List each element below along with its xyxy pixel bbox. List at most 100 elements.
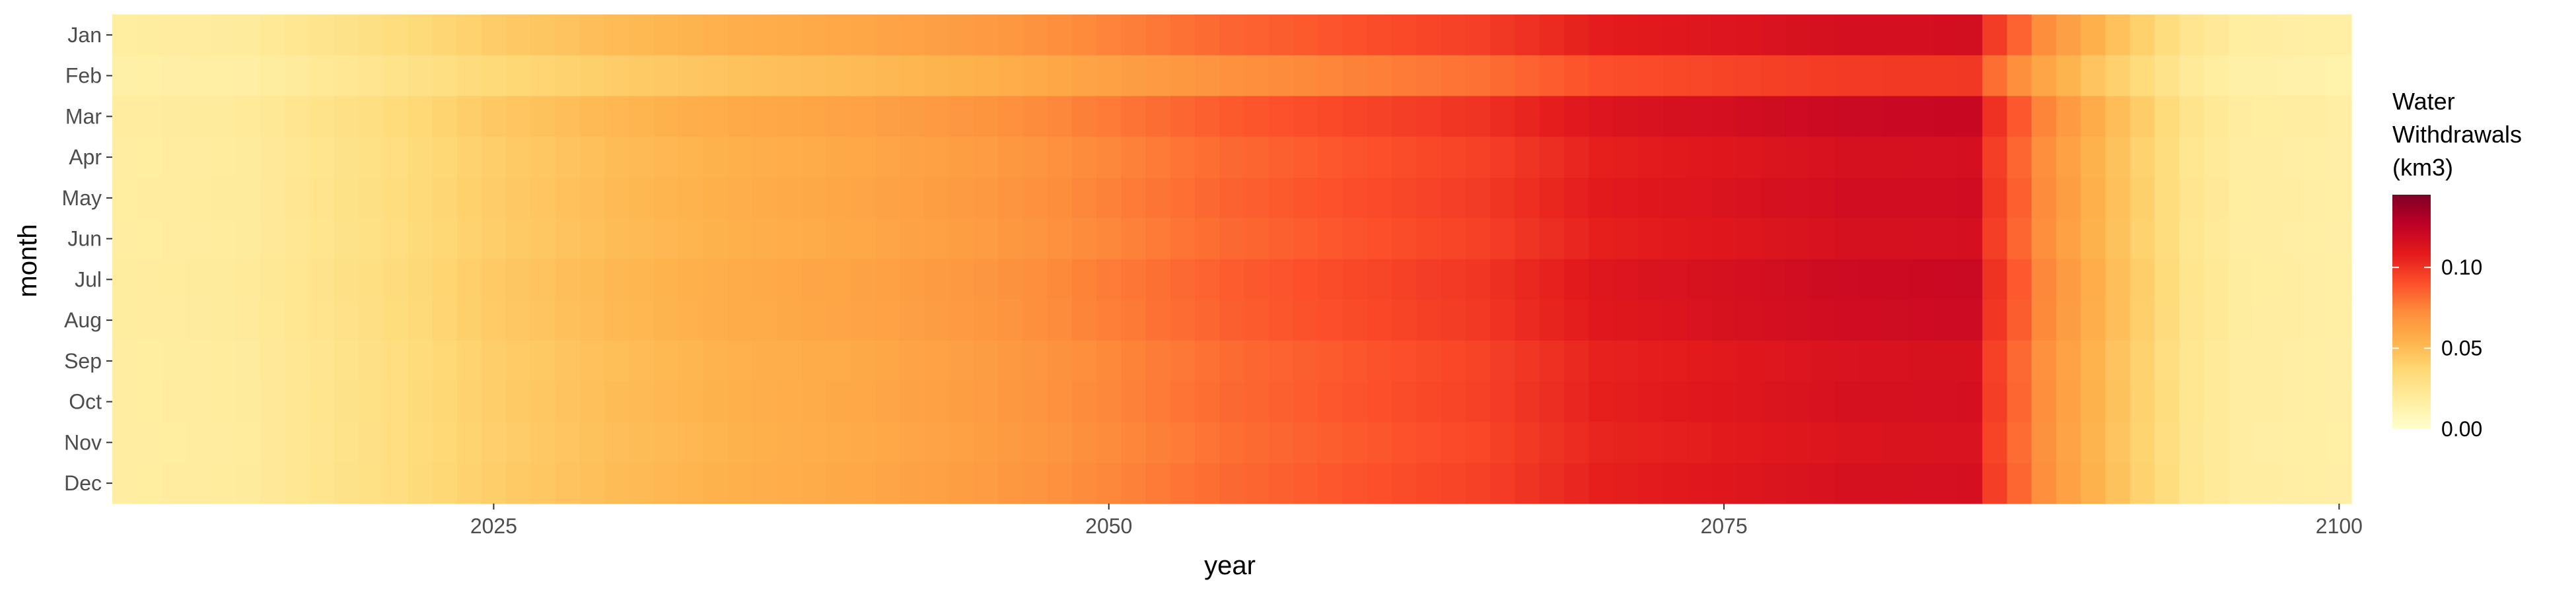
heatmap-cell (408, 55, 433, 97)
heatmap-cell (776, 341, 802, 382)
heatmap-cell (358, 463, 384, 504)
heatmap-cell (604, 422, 629, 463)
heatmap-cell (358, 218, 384, 260)
heatmap-cell (1145, 300, 1171, 341)
heatmap-cell (2081, 300, 2106, 341)
heatmap-cell (1859, 178, 1884, 219)
heatmap-cell (1047, 341, 1073, 382)
heatmap-cell (1982, 178, 2008, 219)
heatmap-cell (1416, 463, 1442, 504)
heatmap-cell (973, 15, 999, 56)
heatmap-cell (1342, 96, 1368, 137)
heatmap-cell (382, 300, 408, 341)
heatmap-cell (973, 422, 999, 463)
heatmap-cell (408, 341, 433, 382)
heatmap-cell (604, 96, 629, 137)
heatmap-cell (579, 55, 605, 97)
heatmap-cell (2007, 137, 2032, 178)
heatmap-cell (2105, 463, 2131, 504)
heatmap-cell (579, 96, 605, 137)
heatmap-cell (2007, 463, 2032, 504)
heatmap-cell (1785, 55, 1811, 97)
heatmap-cell (629, 381, 655, 423)
heatmap-cell (1933, 381, 1958, 423)
heatmap-cell (382, 218, 408, 260)
heatmap-cell (2031, 300, 2057, 341)
heatmap-cell (137, 15, 162, 56)
heatmap-cell (1908, 341, 1934, 382)
heatmap-cell (186, 259, 211, 300)
heatmap-cell (2031, 259, 2057, 300)
heatmap-cell (260, 218, 285, 260)
heatmap-cell (1071, 178, 1097, 219)
heatmap-cell (1121, 422, 1147, 463)
heatmap-cell (481, 300, 507, 341)
heatmap-cell (875, 55, 900, 97)
heatmap-cell (900, 422, 925, 463)
heatmap-cell (1441, 15, 1466, 56)
heatmap-cell (1908, 178, 1934, 219)
heatmap-cell (703, 422, 728, 463)
heatmap-cell (506, 55, 531, 97)
heatmap-cell (678, 178, 703, 219)
heatmap-cell (555, 259, 581, 300)
heatmap-cell (161, 341, 187, 382)
heatmap-cell (653, 341, 679, 382)
heatmap-cell (1268, 137, 1294, 178)
heatmap-cell (1244, 300, 1270, 341)
heatmap-cell (1785, 300, 1811, 341)
heatmap-cell (1219, 137, 1245, 178)
heatmap-cell (1859, 259, 1884, 300)
heatmap-cell (2326, 178, 2352, 219)
heatmap-cell (1047, 259, 1073, 300)
heatmap-cell (1589, 137, 1614, 178)
heatmap-cell (2007, 96, 2032, 137)
heatmap-cell (1244, 422, 1270, 463)
heatmap-cell (1957, 15, 1983, 56)
heatmap-cell (1121, 15, 1147, 56)
heatmap-cell (1047, 178, 1073, 219)
heatmap-cell (801, 259, 826, 300)
heatmap-cell (1342, 300, 1368, 341)
heatmap-cell (2081, 178, 2106, 219)
heatmap-cell (161, 422, 187, 463)
heatmap-cell (1957, 341, 1983, 382)
heatmap-cell (2007, 218, 2032, 260)
heatmap-cell (1441, 218, 1466, 260)
y-tick-label: Jul (75, 267, 102, 291)
heatmap-cell (1957, 137, 1983, 178)
heatmap-cell (924, 218, 950, 260)
heatmap-cell (555, 15, 581, 56)
heatmap-cell (1367, 55, 1392, 97)
heatmap-cell (2203, 300, 2229, 341)
heatmap-cell (260, 259, 285, 300)
heatmap-cell (1170, 55, 1196, 97)
heatmap-cell (2129, 259, 2155, 300)
heatmap-cell (1268, 218, 1294, 260)
heatmap-cell (801, 463, 826, 504)
heatmap-cell (1490, 137, 1515, 178)
x-axis: 2025 2050 2075 2100 (470, 504, 2363, 538)
heatmap-cell (481, 137, 507, 178)
heatmap-cell (1392, 259, 1417, 300)
heatmap-cell (1982, 341, 2008, 382)
heatmap-cell (1982, 15, 2008, 56)
heatmap-cell (309, 178, 334, 219)
heatmap-cell (998, 341, 1023, 382)
heatmap-cell (900, 381, 925, 423)
heatmap-cell (1367, 381, 1392, 423)
heatmap-cell (260, 137, 285, 178)
heatmap-cell (2105, 300, 2131, 341)
heatmap-cell (678, 381, 703, 423)
heatmap-cell (456, 341, 482, 382)
heatmap-cell (1293, 259, 1318, 300)
heatmap-cell (2203, 341, 2229, 382)
heatmap-cell (260, 55, 285, 97)
heatmap-cell (1662, 178, 1688, 219)
heatmap-cell (432, 422, 458, 463)
heatmap-cell (1071, 137, 1097, 178)
heatmap-cell (2179, 218, 2205, 260)
heatmap-cell (334, 422, 359, 463)
heatmap-cell (2129, 15, 2155, 56)
